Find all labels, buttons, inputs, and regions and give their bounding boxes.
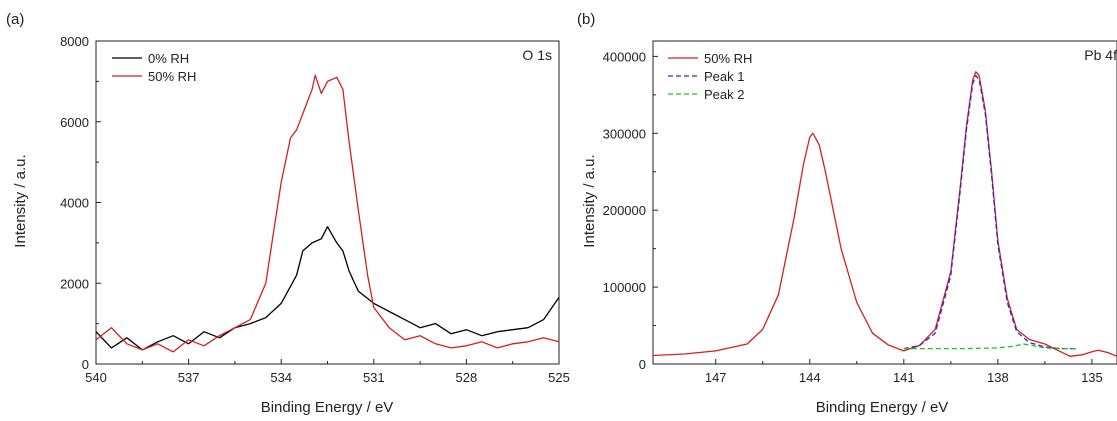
panel-a-x-tick-label: 525	[548, 370, 570, 385]
panel-b-y-tick-label: 100000	[603, 280, 646, 295]
panel-a-x-tick-label: 537	[178, 370, 200, 385]
panel-b-y-tick-label: 200000	[603, 203, 646, 218]
panel-b-y-axis-title: Intensity / a.u.	[581, 154, 598, 247]
panel-b-legend-entry: Peak 1	[704, 69, 744, 84]
panel-a-y-tick-label: 4000	[60, 196, 89, 211]
panel-b-x-tick-label: 135	[1081, 370, 1103, 385]
panel-b-y-tick-label: 300000	[603, 126, 646, 141]
panel-a-legend-entry: 0% RH	[148, 51, 189, 66]
panel-b-y-tick-label: 400000	[603, 49, 646, 64]
panel-a-label: (a)	[6, 11, 24, 28]
panel-b-legend-entry: 50% RH	[704, 51, 752, 66]
panel-b-plot-frame	[652, 40, 1117, 365]
panel-b-chart: (b) Pb 4f Binding Energy / eV Intensity …	[577, 11, 1117, 416]
panel-a-y-tick-label: 2000	[60, 276, 89, 291]
panel-a-y-tick-label: 6000	[60, 115, 89, 130]
panel-b-y-tick-label: 0	[639, 357, 646, 372]
panel-a-x-tick-label: 540	[85, 370, 107, 385]
panel-a-y-axis-title: Intensity / a.u.	[12, 154, 29, 247]
panel-a-x-axis-title: Binding Energy / eV	[261, 399, 394, 416]
panel-a-y-tick-label: 0	[82, 357, 89, 372]
panel-b-x-tick-label: 141	[893, 370, 915, 385]
panel-a-chart: (a) O 1s Binding Energy / eV Intensity /…	[6, 11, 570, 416]
panel-a-series-0-rh	[95, 226, 560, 351]
panel-a-legend-entry: 50% RH	[148, 69, 196, 84]
panel-b-x-tick-label: 147	[705, 370, 727, 385]
panel-a-x-tick-label: 528	[456, 370, 478, 385]
panel-b-x-tick-label: 144	[799, 370, 821, 385]
panel-b-x-axis-title: Binding Energy / eV	[816, 399, 949, 416]
panel-a-series-50-rh	[95, 74, 560, 353]
panel-a-x-tick-label: 534	[270, 370, 292, 385]
panel-b-legend-entry: Peak 2	[704, 87, 744, 102]
panel-b-series-50-rh	[652, 71, 1117, 357]
panel-b-label: (b)	[577, 11, 595, 28]
panel-a-plot-frame	[95, 40, 560, 365]
panel-b-series-peak-1	[903, 74, 1077, 350]
panel-b-series-peak-2	[903, 343, 1077, 350]
panel-b-corner-label: Pb 4f	[1084, 47, 1117, 63]
panel-b-x-tick-label: 138	[987, 370, 1009, 385]
panel-a-x-tick-label: 531	[363, 370, 385, 385]
panel-a-corner-label: O 1s	[522, 47, 552, 63]
panel-a-y-tick-label: 8000	[60, 34, 89, 49]
